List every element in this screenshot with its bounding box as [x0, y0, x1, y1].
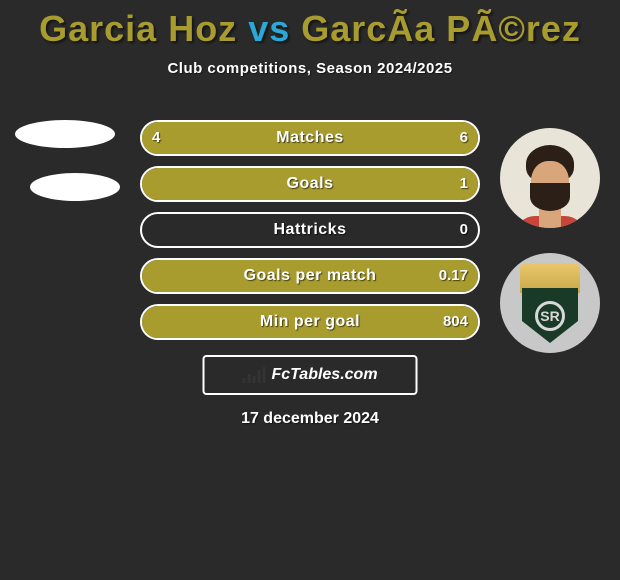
stat-row: Min per goal804 [0, 304, 620, 340]
stat-value-right: 6 [460, 122, 468, 154]
stat-label: Hattricks [142, 214, 478, 246]
stat-bar: Min per goal804 [140, 304, 480, 340]
date-text: 17 december 2024 [0, 410, 620, 428]
stat-label: Goals per match [142, 260, 478, 292]
subtitle: Club competitions, Season 2024/2025 [0, 60, 620, 77]
stat-value-right: 804 [443, 306, 468, 338]
stat-row: Goals1 [0, 166, 620, 202]
footer-brand-box[interactable]: FcTables.com [203, 355, 418, 395]
stat-value-right: 0.17 [439, 260, 468, 292]
vs-text: vs [237, 8, 301, 49]
chart-icon [242, 367, 265, 383]
stat-bar: Goals per match0.17 [140, 258, 480, 294]
stat-value-right: 1 [460, 168, 468, 200]
stat-value-right: 0 [460, 214, 468, 246]
stat-label: Goals [142, 168, 478, 200]
stat-row: Hattricks0 [0, 212, 620, 248]
stat-label: Min per goal [142, 306, 478, 338]
stats-area: Matches4 6 Goals1 Hattricks0 Goals per match… [0, 120, 620, 350]
stat-row: Goals per match0.17 [0, 258, 620, 294]
stat-row: Matches4 6 [0, 120, 620, 156]
stat-bar: Goals1 [140, 166, 480, 202]
stat-label: Matches [142, 122, 478, 154]
stat-bar: Matches4 6 [140, 120, 480, 156]
comparison-title: Garcia Hoz vs GarcÃ­a PÃ©rez [0, 0, 620, 50]
footer-brand-text: FcTables.com [271, 366, 377, 384]
stat-bar: Hattricks0 [140, 212, 480, 248]
player1-name: Garcia Hoz [39, 8, 237, 49]
stat-value-left: 4 [152, 122, 160, 154]
player2-name: GarcÃ­a PÃ©rez [301, 8, 581, 49]
